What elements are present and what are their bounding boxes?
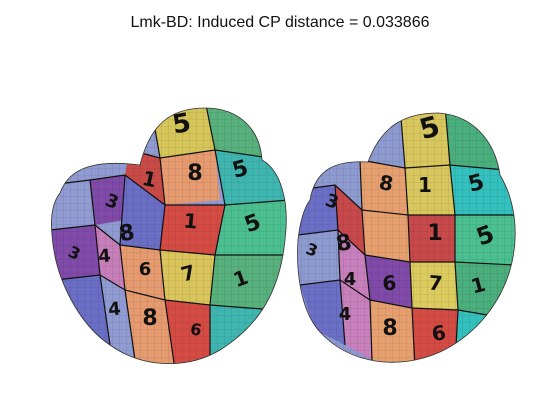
- right-digit-label: 6: [430, 320, 448, 346]
- left-digit-label: 6: [189, 319, 203, 340]
- right-digit-label: 1: [418, 173, 432, 197]
- left-digit-label: 4: [97, 246, 111, 268]
- left-digit-label: 4: [107, 299, 121, 321]
- right-digit-label: 4: [344, 269, 357, 290]
- left-digit-label: 8: [142, 306, 157, 331]
- right-digit-label: 8: [334, 230, 353, 257]
- left-digit-label: 1: [183, 208, 199, 233]
- right-digit-label: 6: [381, 270, 397, 295]
- right-digit-label: 1: [427, 221, 442, 246]
- left-digit-label: 8: [187, 161, 202, 186]
- left-digit-label: 7: [178, 260, 198, 287]
- left-digit-label: 5: [170, 108, 193, 141]
- left-digit-label: 5: [230, 156, 251, 184]
- left-surface: 51 8 538 1 53 46 7 14 8 6: [50, 107, 287, 365]
- figure-title: Lmk-BD: Induced CP distance = 0.033866: [130, 14, 430, 31]
- left-digit-label: 1: [140, 166, 159, 192]
- left-digit-label: 8: [117, 220, 136, 247]
- right-digit-label: 1: [468, 272, 488, 299]
- left-digit-label: 6: [139, 259, 152, 280]
- right-surface: 518 538 1 534 6 7 148 6: [297, 112, 516, 363]
- right-digit-label: 8: [382, 316, 397, 341]
- right-digit-label: 5: [466, 170, 487, 198]
- right-digit-label: 7: [428, 270, 444, 295]
- right-digit-label: 8: [377, 170, 395, 196]
- right-digit-label: 4: [339, 304, 352, 325]
